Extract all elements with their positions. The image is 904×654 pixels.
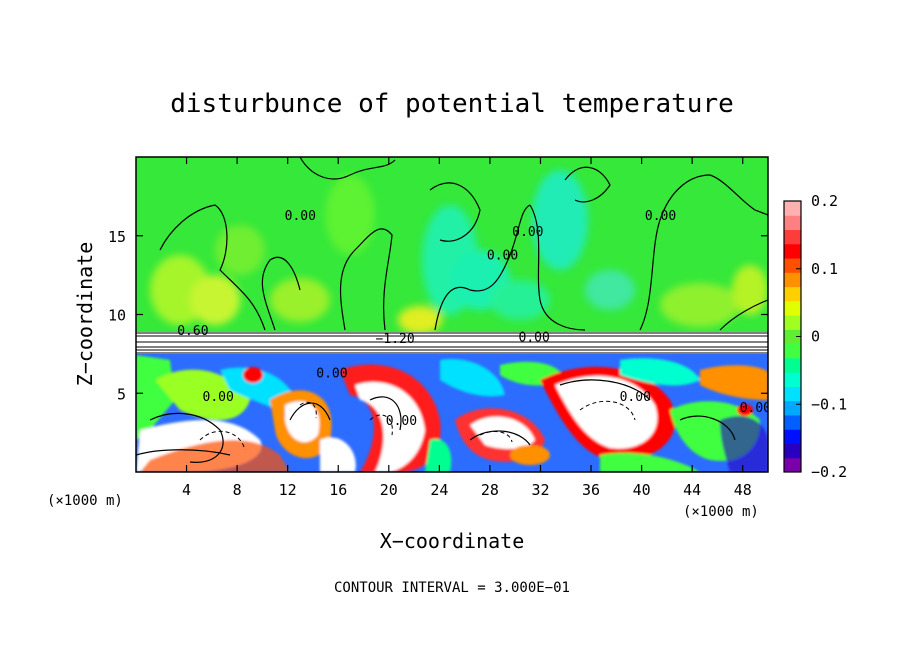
colorbar-swatch bbox=[784, 386, 801, 402]
x-tick-label: 44 bbox=[683, 481, 701, 499]
contour-label: 0.00 bbox=[203, 390, 234, 405]
x-tick-label: 16 bbox=[329, 481, 347, 499]
contour-label: 0.00 bbox=[285, 209, 316, 224]
colorbar-swatch bbox=[784, 315, 801, 330]
contour-label: 0.60 bbox=[177, 324, 208, 339]
y-ticks: 5 10 15 bbox=[108, 228, 768, 403]
x-unit-label-right: (×1000 m) bbox=[683, 504, 759, 520]
contour-label: 0.00 bbox=[487, 248, 518, 263]
chart-title: disturbunce of potential temperature bbox=[170, 89, 734, 119]
colorbar-swatch bbox=[784, 457, 801, 473]
inversion-band bbox=[136, 332, 768, 354]
x-tick-label: 12 bbox=[279, 481, 297, 499]
contour-lines bbox=[136, 157, 768, 463]
colorbar-swatch bbox=[784, 429, 801, 444]
contour-labels: 0.00 0.00 0.00 0.00 0.60 −1.20 0.00 0.00 0.00 0.0… bbox=[177, 209, 771, 429]
colorbar-swatch bbox=[784, 272, 801, 288]
contour-label: −1.20 bbox=[376, 332, 415, 347]
x-tick-label: 36 bbox=[582, 481, 600, 499]
x-axis-label: X−coordinate bbox=[380, 529, 525, 553]
colorbar-swatch bbox=[784, 201, 801, 216]
x-tick-label: 8 bbox=[233, 481, 242, 499]
colorbar-swatch bbox=[784, 243, 801, 259]
y-axis-label: Z−coordinate bbox=[73, 242, 97, 387]
x-tick-label: 40 bbox=[633, 481, 651, 499]
contour-label: 0.00 bbox=[519, 330, 550, 345]
colorbar-swatch bbox=[784, 258, 801, 273]
contour-label: 0.00 bbox=[620, 390, 651, 405]
x-tick-label: 4 bbox=[182, 481, 191, 499]
y-tick-label: 5 bbox=[117, 385, 126, 403]
colorbar-swatch bbox=[784, 215, 801, 231]
inversion-lines bbox=[136, 332, 768, 354]
colorbar-swatch bbox=[784, 372, 801, 387]
contour-label: 0.00 bbox=[316, 367, 347, 382]
colorbar-swatch bbox=[784, 229, 801, 245]
colorbar-swatch bbox=[784, 329, 801, 345]
x-tick-label: 32 bbox=[531, 481, 549, 499]
colorbar-tick-label: 0.2 bbox=[811, 192, 838, 210]
colorbar-swatch bbox=[784, 414, 801, 430]
colorbar-tick-label: 0 bbox=[811, 328, 820, 346]
x-tick-label: 24 bbox=[430, 481, 448, 499]
colorbar-tick-label: −0.1 bbox=[811, 395, 847, 413]
contour-label: 0.00 bbox=[740, 401, 771, 416]
lower-field-structures bbox=[136, 355, 768, 472]
x-tick-label: 20 bbox=[380, 481, 398, 499]
contour-interval-note: CONTOUR INTERVAL = 3.000E−01 bbox=[334, 580, 570, 596]
colorbar-tick-label: 0.1 bbox=[811, 260, 838, 278]
x-tick-label: 28 bbox=[481, 481, 499, 499]
y-tick-label: 15 bbox=[108, 228, 126, 246]
colorbar-tick-label: −0.2 bbox=[811, 463, 847, 481]
x-unit-label-left: (×1000 m) bbox=[47, 493, 123, 509]
heatmap-field: 0.00 0.00 0.00 0.00 0.60 −1.20 0.00 0.00 0.00 0.0… bbox=[136, 157, 771, 472]
colorbar-swatch bbox=[784, 443, 801, 459]
x-tick-label: 48 bbox=[734, 481, 752, 499]
colorbar-swatch bbox=[784, 300, 801, 316]
contour-lines-dashed bbox=[199, 400, 636, 451]
x-ticks: 4 8 12 16 20 24 28 32 36 40 44 48 bbox=[182, 157, 752, 499]
contour-label: 0.00 bbox=[512, 225, 543, 240]
colorbar-swatch bbox=[784, 400, 801, 416]
contour-label: 0.00 bbox=[645, 209, 676, 224]
colorbar-swatch bbox=[784, 343, 801, 359]
colorbar-swatch bbox=[784, 357, 801, 373]
colorbar: 0.2 0.1 0 −0.1 −0.2 bbox=[783, 192, 847, 481]
colorbar-swatch bbox=[784, 286, 801, 302]
y-tick-label: 10 bbox=[108, 307, 126, 325]
contour-label: 0.00 bbox=[386, 414, 417, 429]
